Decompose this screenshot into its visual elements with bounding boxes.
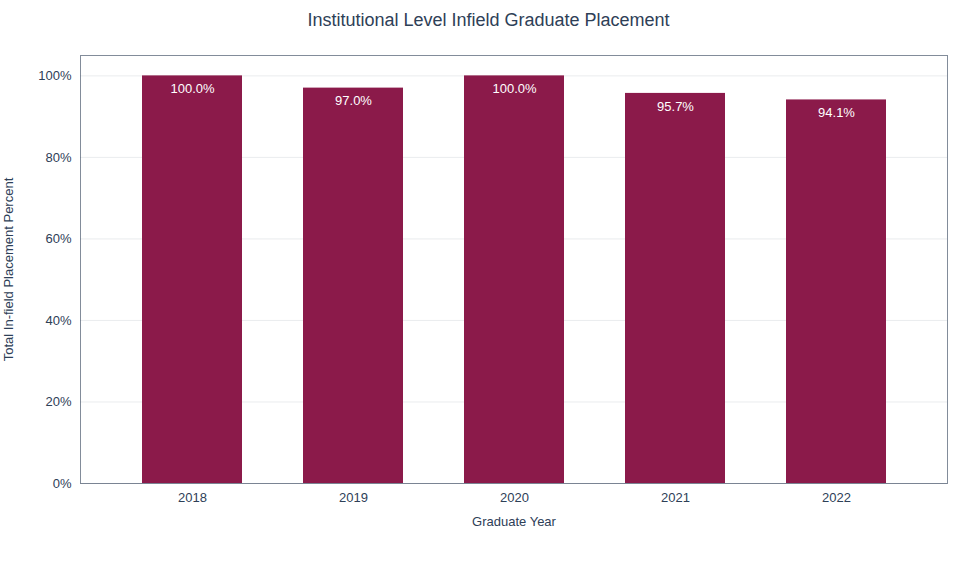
svg-text:2021: 2021 xyxy=(661,490,690,505)
svg-text:2020: 2020 xyxy=(500,490,529,505)
svg-text:2019: 2019 xyxy=(339,490,368,505)
html-text:Institutional Level Infield Gr: Institutional Level Infield Graduate Pla… xyxy=(307,10,670,30)
svg-text:100%: 100% xyxy=(38,68,72,83)
svg-text:2022: 2022 xyxy=(822,490,851,505)
svg-text:60%: 60% xyxy=(45,231,71,246)
svg-text:0%: 0% xyxy=(53,476,72,491)
svg-text:95.7%: 95.7% xyxy=(657,99,694,114)
svg-text:2018: 2018 xyxy=(178,490,207,505)
svg-text:97.0%: 97.0% xyxy=(335,93,372,108)
svg-text:Total In-field Placement Perce: Total In-field Placement Percent xyxy=(1,177,16,361)
svg-text:40%: 40% xyxy=(45,313,71,328)
svg-text:Graduate Year: Graduate Year xyxy=(472,514,557,529)
svg-text:20%: 20% xyxy=(45,394,71,409)
svg-text:80%: 80% xyxy=(45,150,71,165)
svg-text:100.0%: 100.0% xyxy=(170,81,215,96)
svg-text:100.0%: 100.0% xyxy=(492,81,537,96)
svg-text:94.1%: 94.1% xyxy=(818,105,855,120)
